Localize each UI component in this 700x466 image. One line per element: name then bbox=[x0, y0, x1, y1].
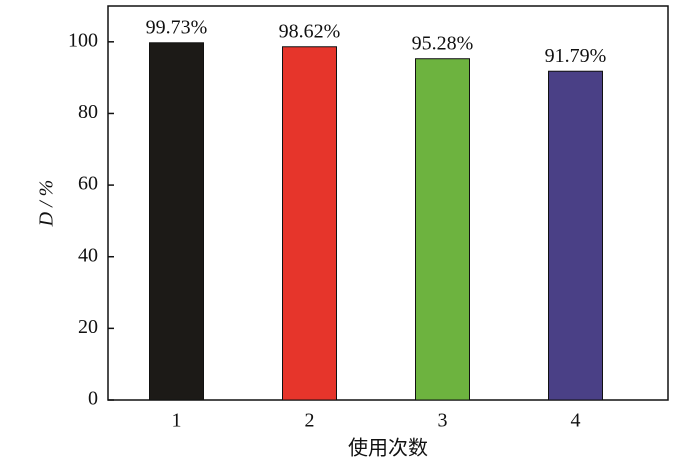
bar bbox=[149, 42, 204, 401]
y-axis-label: D / % bbox=[36, 180, 58, 228]
value-label: 99.73% bbox=[146, 16, 208, 38]
x-tick-label: 1 bbox=[172, 410, 182, 432]
bar bbox=[415, 58, 470, 401]
y-tick-label: 100 bbox=[68, 29, 98, 51]
x-tick-label: 3 bbox=[438, 410, 448, 432]
bar bbox=[282, 46, 337, 401]
x-axis-label: 使用次数 bbox=[348, 437, 428, 460]
value-label: 98.62% bbox=[279, 20, 341, 42]
value-label: 91.79% bbox=[545, 45, 607, 67]
plot-frame bbox=[107, 5, 669, 401]
y-tick-label: 40 bbox=[78, 244, 98, 266]
x-tick-label: 4 bbox=[571, 410, 581, 432]
y-tick-label: 60 bbox=[78, 173, 98, 195]
bar bbox=[548, 70, 603, 401]
value-label: 95.28% bbox=[412, 32, 474, 54]
y-tick-label: 20 bbox=[78, 316, 98, 338]
y-tick-label: 0 bbox=[88, 388, 98, 410]
y-tick-label: 80 bbox=[78, 101, 98, 123]
x-tick-label: 2 bbox=[305, 410, 315, 432]
